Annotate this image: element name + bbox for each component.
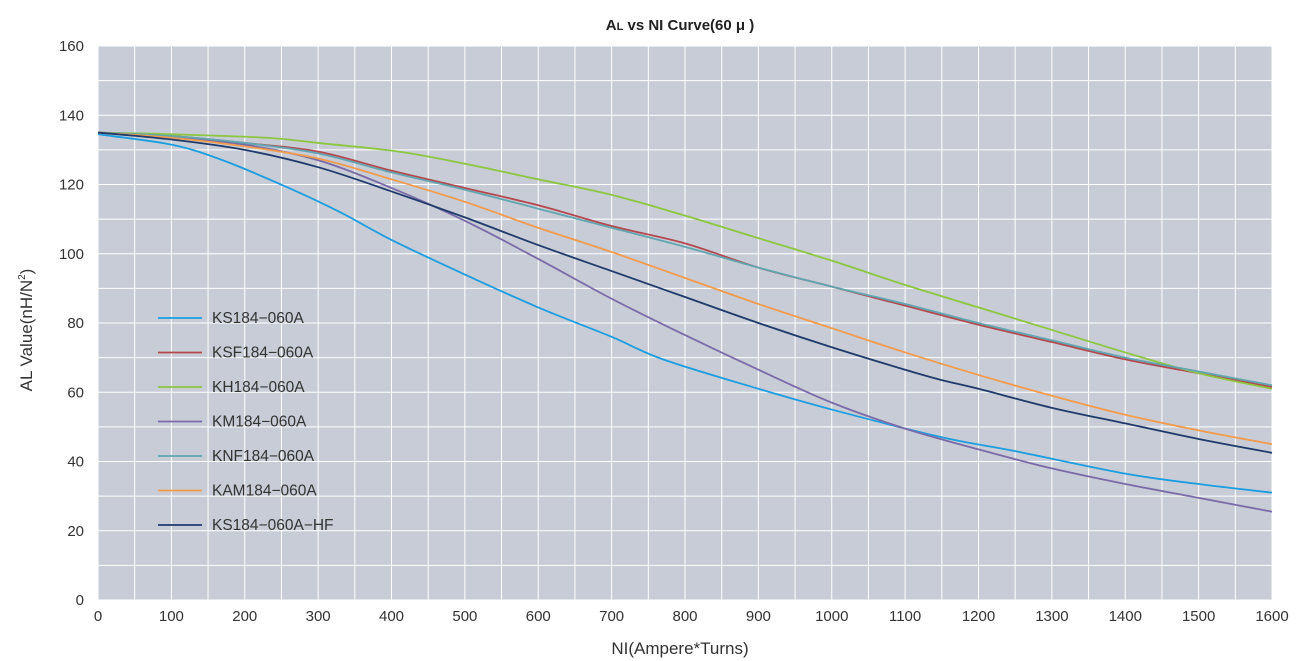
x-tick-label: 100	[159, 608, 184, 625]
x-tick-label: 1000	[815, 608, 848, 625]
x-tick-label: 1100	[889, 608, 921, 625]
legend-entry: KS184−060A−HF	[212, 517, 334, 534]
y-tick-label: 120	[59, 177, 84, 194]
series-line-6	[97, 131, 1273, 454]
y-tick-label: 60	[67, 384, 84, 401]
legend-entry: KSF184−060A	[212, 345, 314, 362]
legend-entry: KS184−060A	[212, 310, 304, 327]
series-lines	[97, 131, 1273, 513]
y-tick-label: 40	[67, 454, 84, 471]
x-axis-ticks: 0 100 200 300 400 500 600 700 800 900 1000 1100 1200…	[94, 608, 1289, 625]
x-tick-label: 400	[379, 608, 404, 625]
y-tick-label: 80	[67, 315, 84, 332]
x-tick-label: 300	[306, 608, 331, 625]
legend-entry: KH184−060A	[212, 379, 305, 396]
x-axis-label: NI(Ampere*Turns)	[611, 639, 748, 658]
chart-title-rest: vs NI Curve(60 μ )	[623, 17, 754, 34]
y-tick-label: 160	[59, 38, 84, 55]
y-axis-ticks: 0 20 40 60 80 100 120 140 160	[59, 38, 84, 609]
legend: KS184−060A KSF184−060A KH184−060A KM184−060…	[158, 310, 334, 534]
x-tick-label: 1200	[962, 608, 995, 625]
y-axis-label-sup: 2	[17, 274, 28, 280]
legend-entry: KAM184−060A	[212, 483, 317, 500]
chart-title: AL vs NI Curve(60 μ )	[606, 17, 754, 34]
x-tick-label: 1500	[1182, 608, 1215, 625]
series-line-5	[97, 131, 1273, 446]
x-tick-label: 1300	[1035, 608, 1068, 625]
x-tick-label: 700	[599, 608, 624, 625]
x-tick-label: 1400	[1109, 608, 1142, 625]
x-tick-label: 200	[232, 608, 257, 625]
y-tick-label: 0	[76, 592, 84, 609]
x-tick-label: 0	[94, 608, 102, 625]
series-line-0	[97, 133, 1273, 494]
grid	[97, 45, 1273, 601]
series-line-4	[97, 131, 1273, 387]
legend-entry: KM184−060A	[212, 414, 307, 431]
y-axis-label: AL Value(nH/N2)	[17, 269, 36, 392]
x-tick-label: 600	[526, 608, 551, 625]
y-tick-label: 20	[67, 523, 84, 540]
x-tick-label: 900	[746, 608, 771, 625]
x-tick-label: 800	[672, 608, 697, 625]
x-tick-label: 1600	[1255, 608, 1288, 625]
series-line-1	[97, 131, 1273, 388]
y-axis-label-main: AL Value(nH/N	[17, 280, 36, 392]
x-tick-label: 500	[452, 608, 477, 625]
series-line-2	[97, 131, 1273, 390]
legend-entry: KNF184−060A	[212, 448, 315, 465]
y-axis-label-end: )	[17, 269, 36, 275]
y-tick-label: 140	[59, 107, 84, 124]
y-tick-label: 100	[59, 246, 84, 263]
chart-title-main: A	[606, 17, 617, 34]
chart-title-sub: L	[617, 21, 624, 33]
